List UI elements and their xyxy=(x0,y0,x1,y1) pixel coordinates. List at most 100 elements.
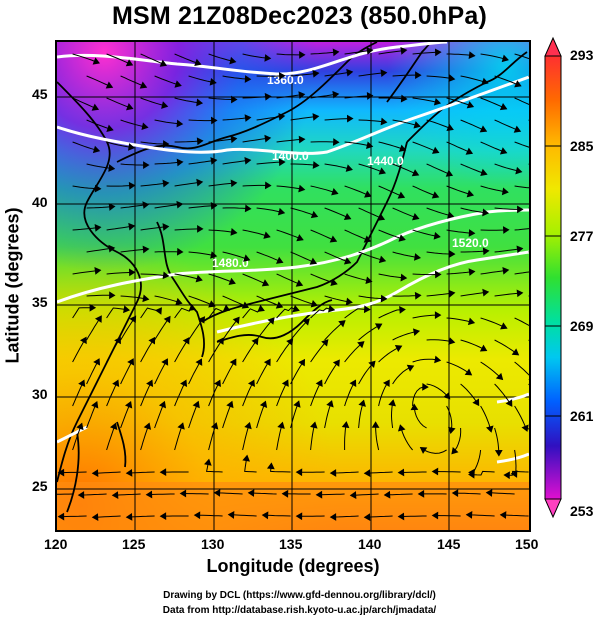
streamline-arrow xyxy=(94,266,102,275)
streamline-arrow xyxy=(341,421,350,429)
streamline-arrow xyxy=(242,454,250,462)
streamline-arrow xyxy=(179,489,187,498)
streamline-arrow xyxy=(94,184,102,193)
streamline-arrow xyxy=(411,169,420,177)
streamline-arrow xyxy=(286,338,294,346)
streamline-arrow xyxy=(251,337,259,346)
streamline-arrow xyxy=(480,168,488,177)
streamline-arrow xyxy=(517,205,524,214)
streamline-arrow xyxy=(466,101,475,109)
streamline-arrow xyxy=(161,358,169,366)
streamline-arrow xyxy=(332,138,340,146)
streamline-arrow xyxy=(244,421,252,430)
streamline-arrow xyxy=(125,512,133,521)
colorbar-bottom-arrow xyxy=(544,498,562,519)
streamline-arrow xyxy=(516,245,524,254)
streamline-arrow xyxy=(108,203,116,211)
streamline-arrow xyxy=(197,225,204,233)
colorbar-label: 285 xyxy=(570,138,594,154)
streamline-arrow xyxy=(210,422,219,430)
streamline-arrow xyxy=(433,98,442,106)
colorbar-label: 253 xyxy=(570,503,594,519)
streamline-arrow xyxy=(499,511,507,519)
streamline-arrow xyxy=(226,400,234,409)
streamline-arrow xyxy=(310,300,318,308)
streamline-arrow xyxy=(275,301,284,309)
streamline xyxy=(514,271,529,275)
streamline-arrow xyxy=(109,422,118,430)
x-tick-label: 130 xyxy=(201,536,225,552)
credit-data: Data from http://database.rish.kyoto-u.a… xyxy=(162,605,437,616)
streamline-arrow xyxy=(128,222,136,231)
streamline-arrow xyxy=(229,56,237,65)
credit-drawing: Drawing by DCL (https://www.gfd-dennou.o… xyxy=(163,590,436,601)
streamline-arrow xyxy=(108,244,116,253)
streamline xyxy=(514,185,529,189)
streamline-arrow xyxy=(415,71,422,79)
streamline-arrow xyxy=(419,447,428,454)
streamline-arrow xyxy=(91,400,99,409)
streamline-arrow xyxy=(174,80,182,88)
streamline-arrow xyxy=(93,358,101,366)
streamline-arrow xyxy=(309,257,318,265)
streamline-arrow xyxy=(241,301,250,309)
x-tick-label: 145 xyxy=(437,536,461,552)
streamline-arrow xyxy=(349,491,357,499)
streamline-arrow xyxy=(143,161,150,169)
grid-lines xyxy=(57,42,529,530)
streamline-arrow xyxy=(329,469,337,477)
contour-label: 1520.0 xyxy=(452,236,489,250)
streamline-arrow xyxy=(382,379,390,387)
streamline-arrow xyxy=(315,379,323,387)
streamline-arrow xyxy=(295,512,303,521)
streamline-arrow xyxy=(94,315,102,323)
streamline-arrow xyxy=(414,291,422,300)
streamline-arrow xyxy=(247,489,255,497)
streamline-arrow xyxy=(514,80,522,88)
streamline-arrow xyxy=(204,458,212,466)
streamline-arrow xyxy=(413,121,421,129)
streamline-arrow xyxy=(123,305,131,314)
streamline-arrow xyxy=(109,291,116,300)
streamline-arrow xyxy=(468,229,476,237)
streamline-arrow xyxy=(128,181,136,190)
streamline-arrow xyxy=(141,122,149,131)
streamline-arrow xyxy=(261,511,269,520)
streamline-arrow xyxy=(244,114,252,122)
streamline-arrow xyxy=(176,158,184,167)
streamline-arrow xyxy=(77,491,85,499)
streamline-arrow xyxy=(298,358,306,367)
streamline-arrow xyxy=(210,116,218,125)
x-tick-label: 140 xyxy=(358,536,382,552)
streamline-arrow xyxy=(397,468,405,477)
streamline-arrow xyxy=(146,379,154,388)
streamline-arrow xyxy=(108,164,116,172)
streamline-arrow xyxy=(511,348,520,356)
streamline-arrow xyxy=(448,289,456,298)
contour-label: 1480.0 xyxy=(212,256,249,270)
streamline-arrow xyxy=(124,401,133,409)
streamline-arrow xyxy=(182,337,190,345)
streamline-arrow xyxy=(192,400,200,409)
y-tick-label: 35 xyxy=(32,294,48,310)
streamline-arrow xyxy=(264,54,272,62)
streamline-arrow xyxy=(142,201,150,209)
streamline-arrow xyxy=(159,468,167,476)
streamline-arrow xyxy=(125,59,134,67)
streamline-arrow xyxy=(57,512,65,521)
y-tick-label: 30 xyxy=(32,386,48,402)
streamline-arrow xyxy=(91,103,100,111)
streamline-arrow xyxy=(357,341,365,349)
streamline-arrow xyxy=(161,101,169,109)
streamline-arrow xyxy=(210,201,218,210)
streamline-arrow xyxy=(195,358,203,366)
colorbar-top-arrow xyxy=(544,36,562,57)
streamline-arrow xyxy=(321,339,329,347)
streamline-arrow xyxy=(448,74,456,82)
streamline-arrow xyxy=(515,166,523,175)
streamline-arrow xyxy=(243,254,251,262)
x-tick-label: 125 xyxy=(122,536,146,552)
colorbar-gradient xyxy=(544,55,562,500)
streamline-arrow xyxy=(332,48,340,57)
streamline-arrow xyxy=(394,345,403,353)
